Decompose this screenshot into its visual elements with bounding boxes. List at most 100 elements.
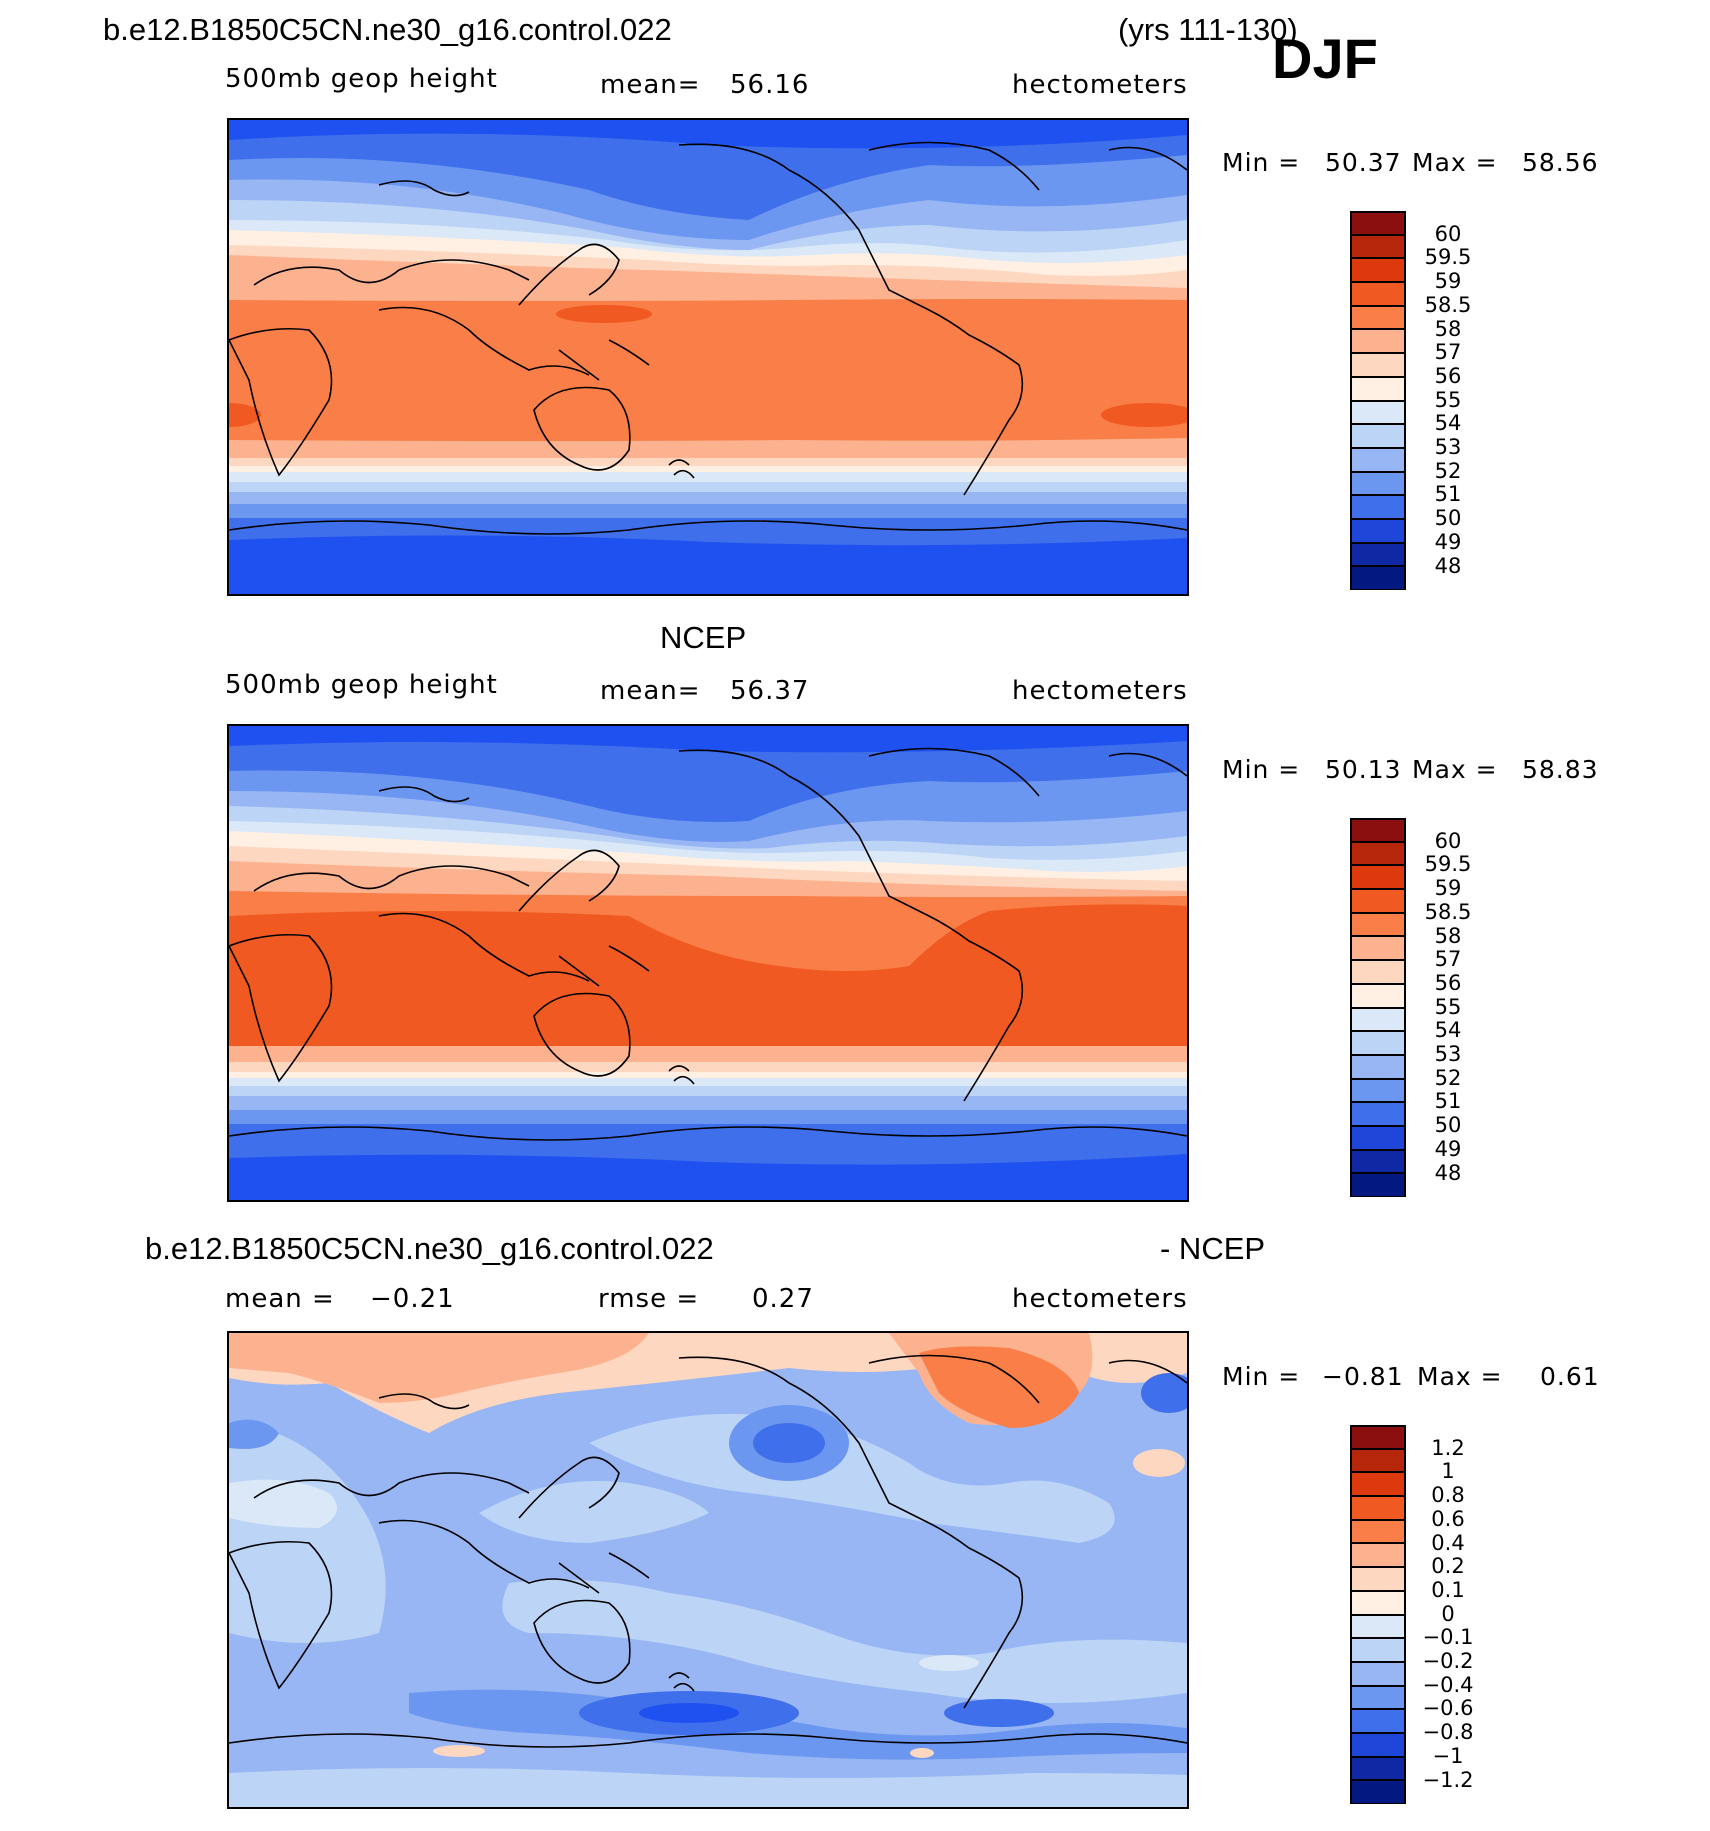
- colorbar-tick-label: 58: [1434, 316, 1462, 341]
- colorbar-swatch: [1350, 495, 1406, 519]
- panel3-units: hectometers: [1012, 1284, 1188, 1314]
- colorbar-swatch: [1350, 1496, 1406, 1520]
- colorbar-tick-label: 52: [1434, 1065, 1462, 1090]
- colorbar-swatch: [1350, 234, 1406, 259]
- colorbar-tick-label: 52: [1434, 458, 1462, 483]
- colorbar-tick-label: 1.2: [1431, 1435, 1465, 1460]
- panel3-title-right: - NCEP: [1160, 1231, 1266, 1266]
- panel1-min-label: Min =: [1222, 148, 1301, 177]
- panel1-units: hectometers: [1012, 70, 1188, 100]
- colorbar-swatch: [1350, 1149, 1406, 1174]
- colorbar-tick-label: 58.5: [1424, 899, 1472, 924]
- colorbar-swatch: [1350, 258, 1406, 283]
- colorbar-swatch: [1350, 305, 1406, 330]
- colorbar-tick-label: 53: [1434, 435, 1462, 459]
- colorbar-tick-label: −0.2: [1422, 1649, 1474, 1673]
- colorbar-tick-label: 0.6: [1431, 1506, 1465, 1531]
- colorbar-swatch: [1350, 818, 1406, 842]
- colorbar-swatch: [1350, 400, 1406, 425]
- colorbar-tick-label: 56: [1434, 970, 1462, 995]
- panel2-max-label: Max =: [1412, 755, 1498, 784]
- colorbar-swatch: [1350, 1780, 1406, 1804]
- colorbar-swatch: [1350, 1078, 1406, 1103]
- colorbar-swatch: [1350, 1590, 1406, 1615]
- colorbar-swatch: [1350, 566, 1406, 590]
- colorbar-swatch: [1350, 1519, 1406, 1544]
- colorbar-swatch: [1350, 1125, 1406, 1150]
- colorbar-tick-label: 59: [1434, 269, 1462, 294]
- panel1-colorbar: [1350, 211, 1406, 590]
- panel3-max-label: Max =: [1417, 1362, 1503, 1391]
- panel1-map: [227, 118, 1189, 596]
- case-title: b.e12.B1850C5CN.ne30_g16.control.022: [103, 12, 672, 47]
- colorbar-tick-label: 0.4: [1431, 1530, 1465, 1555]
- panel2-mean-value: 56.37: [730, 676, 810, 706]
- colorbar-tick-label: 55: [1434, 387, 1462, 412]
- colorbar-tick-label: 58.5: [1424, 292, 1472, 317]
- colorbar-tick-label: 56: [1434, 363, 1462, 388]
- colorbar-swatch: [1350, 865, 1406, 890]
- panel3-mean-label: mean =: [225, 1284, 335, 1314]
- colorbar-swatch: [1350, 1472, 1406, 1497]
- panel1-max-value: 58.56: [1522, 148, 1599, 177]
- colorbar-swatch: [1350, 376, 1406, 401]
- colorbar-swatch: [1350, 1031, 1406, 1055]
- colorbar-swatch: [1350, 282, 1406, 306]
- colorbar-swatch: [1350, 1709, 1406, 1733]
- colorbar-swatch: [1350, 983, 1406, 1008]
- colorbar-tick-label: 0: [1441, 1601, 1455, 1626]
- colorbar-tick-label: 54: [1434, 1018, 1462, 1043]
- colorbar-tick-label: −0.1: [1422, 1625, 1474, 1650]
- panel3-rmse-value: 0.27: [752, 1284, 814, 1314]
- panel3-mean-value: −0.21: [370, 1284, 455, 1314]
- colorbar-swatch: [1350, 1007, 1406, 1032]
- colorbar-tick-label: 54: [1434, 411, 1462, 436]
- panel2-mean-label: mean=: [600, 676, 701, 706]
- colorbar-tick-label: 59.5: [1424, 852, 1472, 877]
- colorbar-tick-label: 55: [1434, 994, 1462, 1019]
- panel3-rmse-label: rmse =: [598, 1284, 700, 1314]
- colorbar-swatch: [1350, 1685, 1406, 1710]
- colorbar-swatch: [1350, 1102, 1406, 1126]
- colorbar-tick-label: −1: [1432, 1743, 1464, 1768]
- colorbar-swatch: [1350, 912, 1406, 937]
- colorbar-swatch: [1350, 447, 1406, 472]
- colorbar-tick-label: 48: [1434, 1160, 1462, 1185]
- colorbar-swatch: [1350, 471, 1406, 496]
- panel3-min-value: −0.81: [1322, 1362, 1404, 1391]
- colorbar-swatch: [1350, 542, 1406, 567]
- colorbar-tick-label: −0.6: [1422, 1696, 1474, 1721]
- colorbar-tick-label: 0.1: [1431, 1577, 1465, 1602]
- colorbar-tick-label: 1: [1441, 1459, 1455, 1484]
- colorbar-tick-label: 50: [1434, 506, 1462, 531]
- panel2-colorbar: [1350, 818, 1406, 1197]
- colorbar-swatch: [1350, 960, 1406, 984]
- colorbar-tick-label: 60: [1434, 828, 1462, 853]
- colorbar-tick-label: 51: [1434, 482, 1462, 507]
- colorbar-swatch: [1350, 1661, 1406, 1686]
- season-label: DJF: [1272, 27, 1378, 90]
- panel3-colorbar: [1350, 1425, 1406, 1804]
- colorbar-tick-label: −0.4: [1422, 1672, 1474, 1697]
- colorbar-swatch: [1350, 1425, 1406, 1449]
- panel2-min-label: Min =: [1222, 755, 1301, 784]
- colorbar-swatch: [1350, 1543, 1406, 1568]
- panel3-min-label: Min =: [1222, 1362, 1301, 1391]
- colorbar-swatch: [1350, 1732, 1406, 1757]
- colorbar-tick-label: 58: [1434, 923, 1462, 948]
- colorbar-tick-label: 51: [1434, 1089, 1462, 1114]
- colorbar-tick-label: 48: [1434, 553, 1462, 578]
- panel2-units: hectometers: [1012, 676, 1188, 706]
- colorbar-swatch: [1350, 1448, 1406, 1473]
- colorbar-swatch: [1350, 936, 1406, 961]
- colorbar-tick-label: 53: [1434, 1042, 1462, 1066]
- colorbar-swatch: [1350, 424, 1406, 448]
- panel1-mean-value: 56.16: [730, 70, 810, 100]
- panel1-max-label: Max =: [1412, 148, 1498, 177]
- colorbar-tick-label: 57: [1434, 947, 1462, 972]
- panel2-max-value: 58.83: [1522, 755, 1599, 784]
- panel1-mean-label: mean=: [600, 70, 701, 100]
- colorbar-swatch: [1350, 889, 1406, 913]
- years-label: (yrs 111-130): [1118, 12, 1298, 47]
- panel2-min-value: 50.13: [1325, 755, 1402, 784]
